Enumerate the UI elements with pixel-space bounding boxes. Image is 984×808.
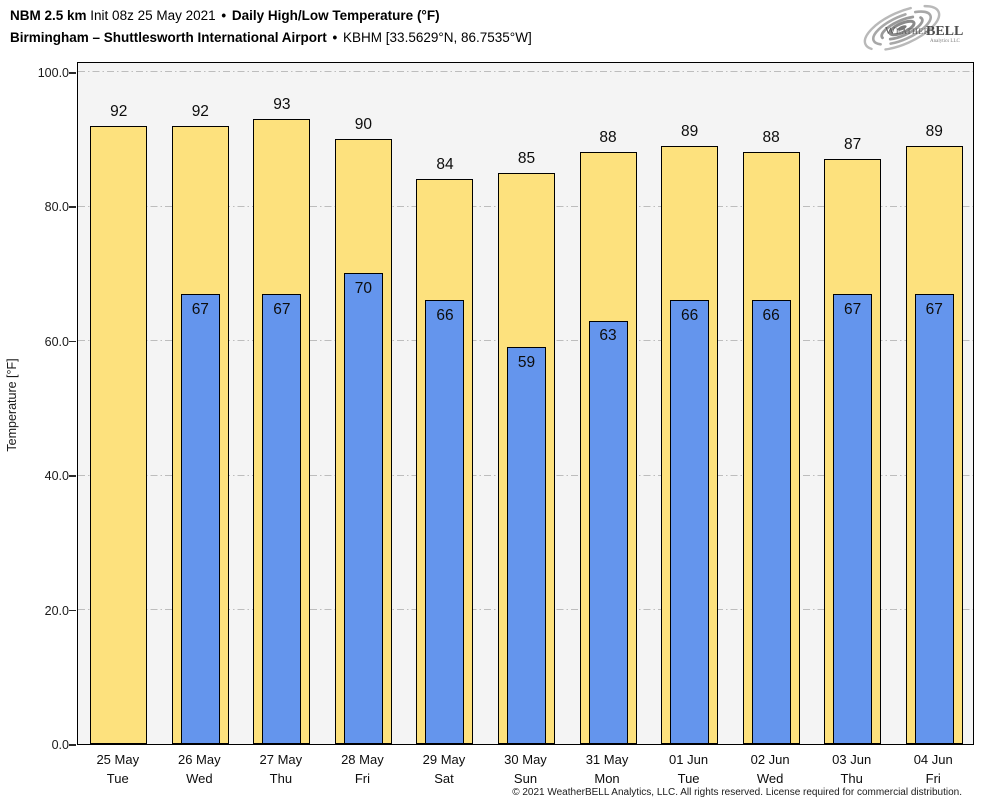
x-label-date: 25 May — [96, 752, 140, 767]
y-axis-title: Temperature [°F] — [5, 358, 19, 452]
y-tick-mark — [69, 609, 76, 612]
high-value-label: 88 — [762, 129, 780, 147]
subtitle-line: Birmingham – Shuttlesworth International… — [10, 27, 532, 49]
x-label-date: 03 Jun — [832, 752, 872, 767]
y-tick-mark — [69, 475, 76, 477]
x-label-date: 29 May — [422, 752, 466, 767]
y-tick-mark — [69, 206, 76, 208]
copyright-text: © 2021 WeatherBELL Analytics, LLC. All r… — [512, 787, 962, 798]
x-label-day: Sat — [434, 771, 454, 786]
x-category-label: 25 May Tue — [77, 750, 159, 788]
low-value-label: 67 — [925, 300, 943, 318]
logo-sub-text: Analytics LLC — [930, 39, 961, 44]
plot-area: 92 92 67 93 67 90 70 84 66 85 59 88 63 89 66 88 66 87 67 89… — [77, 62, 974, 745]
hurricane-swirl-icon: Weather BELL Analytics LLC — [863, 4, 963, 52]
x-category-label: 29 May Sat — [403, 750, 485, 788]
low-bar — [670, 300, 710, 744]
y-tick-mark — [69, 744, 76, 746]
x-category-label: 01 Jun Tue — [648, 750, 730, 788]
x-label-date: 31 May — [585, 752, 629, 767]
subtitle-separator: • — [332, 30, 338, 45]
logo-bell-text: BELL — [926, 24, 963, 39]
x-category-label: 04 Jun Fri — [892, 750, 974, 788]
x-category-label: 26 May Wed — [158, 750, 240, 788]
low-value-label: 67 — [191, 300, 209, 318]
title-separator: • — [221, 8, 227, 23]
low-value-label: 67 — [273, 300, 291, 318]
x-category-label: 30 May Sun — [485, 750, 567, 788]
x-category-label: 27 May Thu — [240, 750, 322, 788]
low-bar — [262, 293, 302, 744]
high-value-label: 85 — [517, 149, 536, 167]
high-value-label: 92 — [110, 102, 128, 120]
gridline-100 — [78, 71, 973, 73]
high-value-label: 93 — [273, 95, 291, 113]
y-tick-label: 60.0 — [44, 334, 69, 349]
x-label-day: Sun — [513, 771, 538, 786]
high-value-label: 90 — [354, 115, 373, 133]
x-label-day: Thu — [840, 771, 863, 786]
weatherbell-logo: Weather BELL Analytics LLC — [858, 2, 976, 54]
low-value-label: 66 — [436, 307, 454, 325]
x-label-date: 30 May — [504, 752, 547, 767]
x-label-day: Wed — [756, 771, 784, 786]
station-id: KBHM [33.5629°N, 86.7535°W] — [343, 30, 532, 45]
x-label-date: 01 Jun — [669, 752, 709, 767]
high-value-label: 89 — [925, 122, 943, 140]
high-value-label: 89 — [680, 122, 699, 140]
high-bar — [90, 125, 148, 744]
x-label-day: Fri — [354, 771, 370, 786]
low-value-label: 70 — [354, 280, 373, 298]
low-value-label: 66 — [680, 307, 699, 325]
high-value-label: 87 — [844, 136, 862, 154]
low-bar — [343, 273, 383, 744]
x-category-label: 03 Jun Thu — [811, 750, 893, 788]
x-label-day: Tue — [677, 771, 700, 786]
high-value-label: 92 — [191, 102, 209, 120]
low-value-label: 63 — [599, 327, 617, 345]
low-value-label: 59 — [517, 354, 536, 372]
x-category-label: 31 May Mon — [566, 750, 648, 788]
high-value-label: 88 — [599, 129, 617, 147]
x-label-day: Thu — [269, 771, 293, 786]
x-label-date: 02 Jun — [750, 752, 790, 767]
low-bar — [425, 300, 465, 744]
y-tick-label: 100.0 — [37, 65, 69, 80]
y-tick-mark — [69, 340, 76, 343]
low-value-label: 67 — [844, 300, 862, 318]
x-label-date: 27 May — [259, 752, 303, 767]
y-tick-label: 0.0 — [51, 738, 69, 752]
title-line: NBM 2.5 km Init 08z 25 May 2021 • Daily … — [10, 5, 532, 27]
low-bar — [180, 293, 220, 744]
x-category-label: 02 Jun Wed — [729, 750, 811, 788]
x-label-day: Tue — [106, 771, 129, 786]
model-name: NBM 2.5 km — [10, 8, 87, 23]
chart-header: NBM 2.5 km Init 08z 25 May 2021 • Daily … — [10, 5, 532, 49]
high-value-label: 84 — [436, 156, 454, 174]
init-time: Init 08z 25 May 2021 — [90, 8, 216, 23]
y-tick-label: 40.0 — [44, 469, 69, 484]
x-label-day: Wed — [186, 771, 213, 786]
y-tick-label: 80.0 — [44, 200, 69, 215]
low-value-label: 66 — [762, 307, 780, 325]
low-bar — [914, 293, 954, 744]
logo-weather-text: Weather — [885, 25, 930, 37]
low-bar — [507, 347, 546, 744]
x-label-day: Mon — [594, 771, 620, 786]
x-label-date: 04 Jun — [913, 752, 953, 767]
x-label-day: Fri — [925, 771, 941, 786]
station-name: Birmingham – Shuttlesworth International… — [10, 30, 327, 45]
x-category-label: 28 May Fri — [321, 750, 403, 788]
low-bar — [588, 320, 628, 744]
product-name: Daily High/Low Temperature (°F) — [231, 8, 440, 23]
x-label-date: 28 May — [341, 752, 384, 767]
low-bar — [751, 300, 791, 744]
low-bar — [833, 293, 873, 744]
x-label-date: 26 May — [177, 752, 221, 767]
y-tick-mark — [69, 72, 76, 74]
y-tick-label: 20.0 — [44, 603, 69, 618]
